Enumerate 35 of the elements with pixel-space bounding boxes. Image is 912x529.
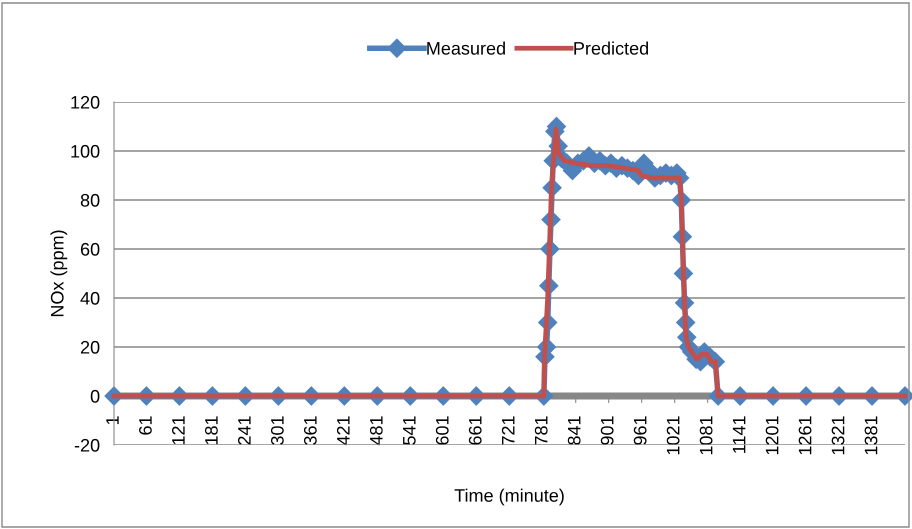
y-tick-label: 120 bbox=[71, 96, 100, 109]
legend-label: Predicted bbox=[574, 41, 648, 55]
x-tick-label: 961 bbox=[634, 416, 647, 445]
x-tick-label: 421 bbox=[336, 416, 350, 446]
x-tick-label: 1321 bbox=[832, 416, 844, 454]
x-tick-label: 1081 bbox=[700, 416, 713, 454]
x-tick-label: 601 bbox=[436, 416, 449, 445]
x-tick-label: 1141 bbox=[732, 416, 746, 453]
y-tick-label: 80 bbox=[80, 194, 100, 207]
x-axis-title: Time (minute) bbox=[454, 488, 564, 506]
y-tick-label: -20 bbox=[74, 438, 100, 452]
x-tick-label: 481 bbox=[370, 416, 383, 446]
x-tick-label: 181 bbox=[205, 416, 218, 444]
y-tick-label: 20 bbox=[80, 340, 100, 354]
x-tick-label: 781 bbox=[534, 416, 548, 445]
x-tick-label: 1381 bbox=[864, 416, 878, 454]
x-tick-label: 661 bbox=[468, 416, 482, 445]
y-axis-title: NOx (ppm) bbox=[50, 230, 68, 316]
x-tick-label: 721 bbox=[502, 416, 514, 445]
x-tick-label: 1261 bbox=[798, 416, 812, 454]
x-tick-label: 1021 bbox=[666, 416, 680, 454]
x-tick-label: 361 bbox=[304, 416, 317, 445]
legend-label: Measured bbox=[427, 41, 505, 55]
y-tick-label: 40 bbox=[80, 292, 100, 305]
x-tick-label: 61 bbox=[139, 416, 152, 435]
x-tick-label: 541 bbox=[403, 416, 416, 445]
x-tick-label: 301 bbox=[270, 416, 284, 445]
x-tick-label: 841 bbox=[568, 416, 581, 445]
x-tick-label: 241 bbox=[238, 416, 251, 445]
y-tick-label: 0 bbox=[90, 390, 100, 403]
x-tick-label: 121 bbox=[172, 416, 185, 444]
x-tick-label: 1201 bbox=[766, 416, 778, 454]
y-tick-label: 60 bbox=[80, 242, 100, 256]
x-tick-label: 901 bbox=[600, 416, 614, 445]
y-tick-label: 100 bbox=[71, 144, 100, 158]
